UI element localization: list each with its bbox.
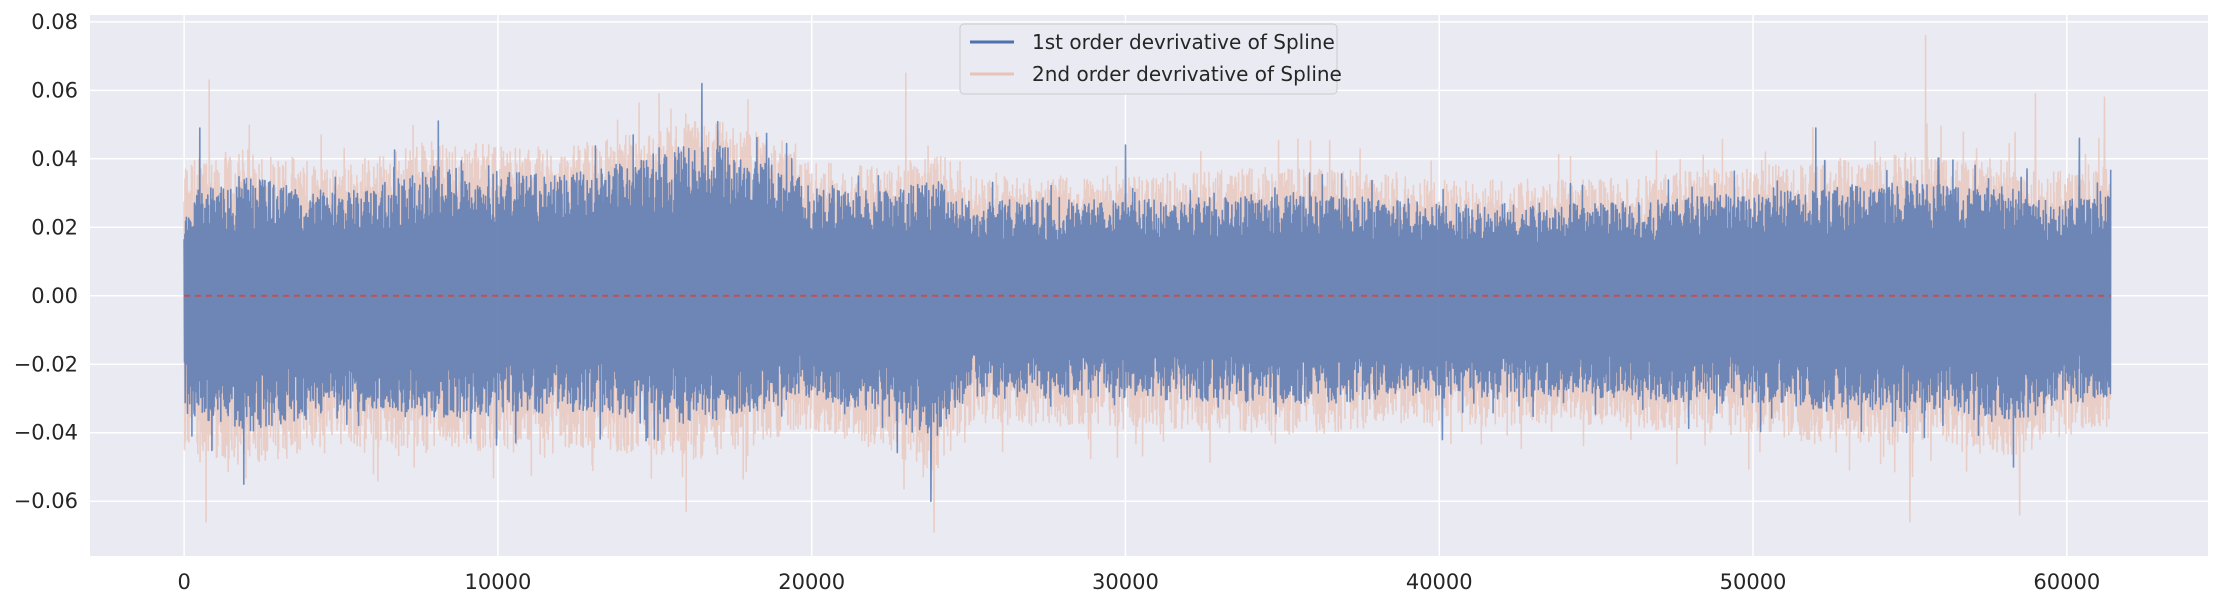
y-tick-label: 0.04 — [31, 147, 78, 171]
legend-box — [959, 23, 1338, 95]
x-tick-label: 40000 — [1406, 570, 1473, 594]
legend: 1st order devrivative of Spline 2nd orde… — [959, 23, 1342, 95]
series-1st-order-derivative — [183, 82, 2112, 502]
x-axis-tick-labels: 0 10000 20000 30000 40000 50000 60000 — [177, 570, 2100, 594]
series-1-line — [183, 82, 2112, 502]
plot-content — [183, 34, 2112, 533]
y-tick-label: 0.00 — [31, 284, 78, 308]
y-tick-label: −0.06 — [14, 489, 78, 513]
y-tick-label: 0.06 — [31, 78, 78, 102]
x-tick-label: 50000 — [1720, 570, 1787, 594]
x-tick-label: 10000 — [465, 570, 532, 594]
x-tick-label: 20000 — [778, 570, 845, 594]
x-tick-label: 30000 — [1092, 570, 1159, 594]
y-tick-label: 0.02 — [31, 215, 78, 239]
legend-label-2: 2nd order devrivative of Spline — [1032, 62, 1342, 86]
x-tick-label: 60000 — [2033, 570, 2100, 594]
y-tick-label: −0.04 — [14, 421, 78, 445]
y-axis-tick-labels: −0.06 −0.04 −0.02 0.00 0.02 0.04 0.06 0.08 — [14, 10, 78, 513]
legend-label-1: 1st order devrivative of Spline — [1032, 30, 1335, 54]
y-tick-label: 0.08 — [31, 10, 78, 34]
y-tick-label: −0.02 — [14, 352, 78, 376]
x-tick-label: 0 — [177, 570, 190, 594]
